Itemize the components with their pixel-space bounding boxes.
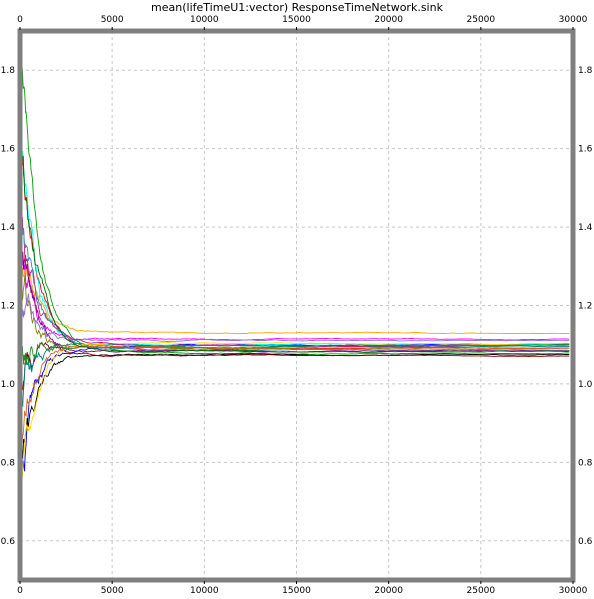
x-tick-label-top: 15000	[282, 15, 311, 25]
series-line	[19, 155, 570, 350]
grid	[19, 31, 574, 580]
series-line	[19, 94, 570, 353]
series-line	[19, 343, 570, 479]
y-tick-label-right: 1.0	[578, 380, 593, 390]
series-line	[19, 353, 570, 501]
series-line	[19, 343, 570, 421]
series-line	[19, 344, 570, 446]
x-tick-label-top: 5000	[101, 15, 124, 25]
x-tick-label-bottom: 10000	[190, 586, 219, 596]
x-tick-label-top: 30000	[559, 15, 588, 25]
axes: 0 0 5000 5000 10000 10000 15000 15000 20000 20000…	[1, 15, 593, 596]
series-lines	[19, 48, 570, 520]
y-tick-label-left: 1.2	[1, 302, 15, 312]
series-line	[19, 239, 570, 335]
x-tick-label-top: 0	[17, 15, 23, 25]
x-tick-label-top: 20000	[374, 15, 403, 25]
y-tick-label-right: 0.8	[578, 458, 593, 468]
y-tick-label-right: 1.6	[578, 145, 593, 155]
y-tick-label-right: 1.2	[578, 302, 592, 312]
y-tick-label-left: 0.8	[1, 458, 16, 468]
y-tick-label-right: 1.4	[578, 223, 593, 233]
x-tick-label-top: 10000	[190, 15, 219, 25]
chart-title: mean(lifeTimeU1:vector) ResponseTimeNetw…	[151, 1, 444, 14]
x-tick-label-bottom: 15000	[282, 586, 311, 596]
x-tick-label-bottom: 30000	[559, 586, 588, 596]
y-tick-label-right: 1.8	[578, 66, 593, 76]
y-tick-label-right: 0.6	[578, 537, 593, 547]
series-line	[19, 173, 570, 351]
x-tick-label-bottom: 25000	[467, 586, 496, 596]
series-line	[19, 341, 570, 368]
series-line	[19, 125, 570, 346]
series-line	[19, 342, 570, 520]
x-tick-label-bottom: 20000	[374, 586, 403, 596]
y-tick-label-left: 1.0	[1, 380, 16, 390]
x-tick-label-bottom: 5000	[101, 586, 124, 596]
plot-frame	[17, 28, 576, 583]
y-tick-label-left: 0.6	[1, 537, 16, 547]
y-tick-label-left: 1.8	[1, 66, 16, 76]
series-line	[19, 283, 570, 342]
series-line	[19, 216, 570, 348]
x-tick-label-bottom: 0	[17, 586, 23, 596]
series-line	[19, 275, 570, 350]
series-line	[19, 245, 570, 353]
x-tick-label-top: 25000	[467, 15, 496, 25]
y-tick-label-left: 1.6	[1, 145, 16, 155]
y-tick-label-left: 1.4	[1, 223, 16, 233]
series-line	[19, 220, 570, 341]
series-line	[19, 48, 570, 355]
